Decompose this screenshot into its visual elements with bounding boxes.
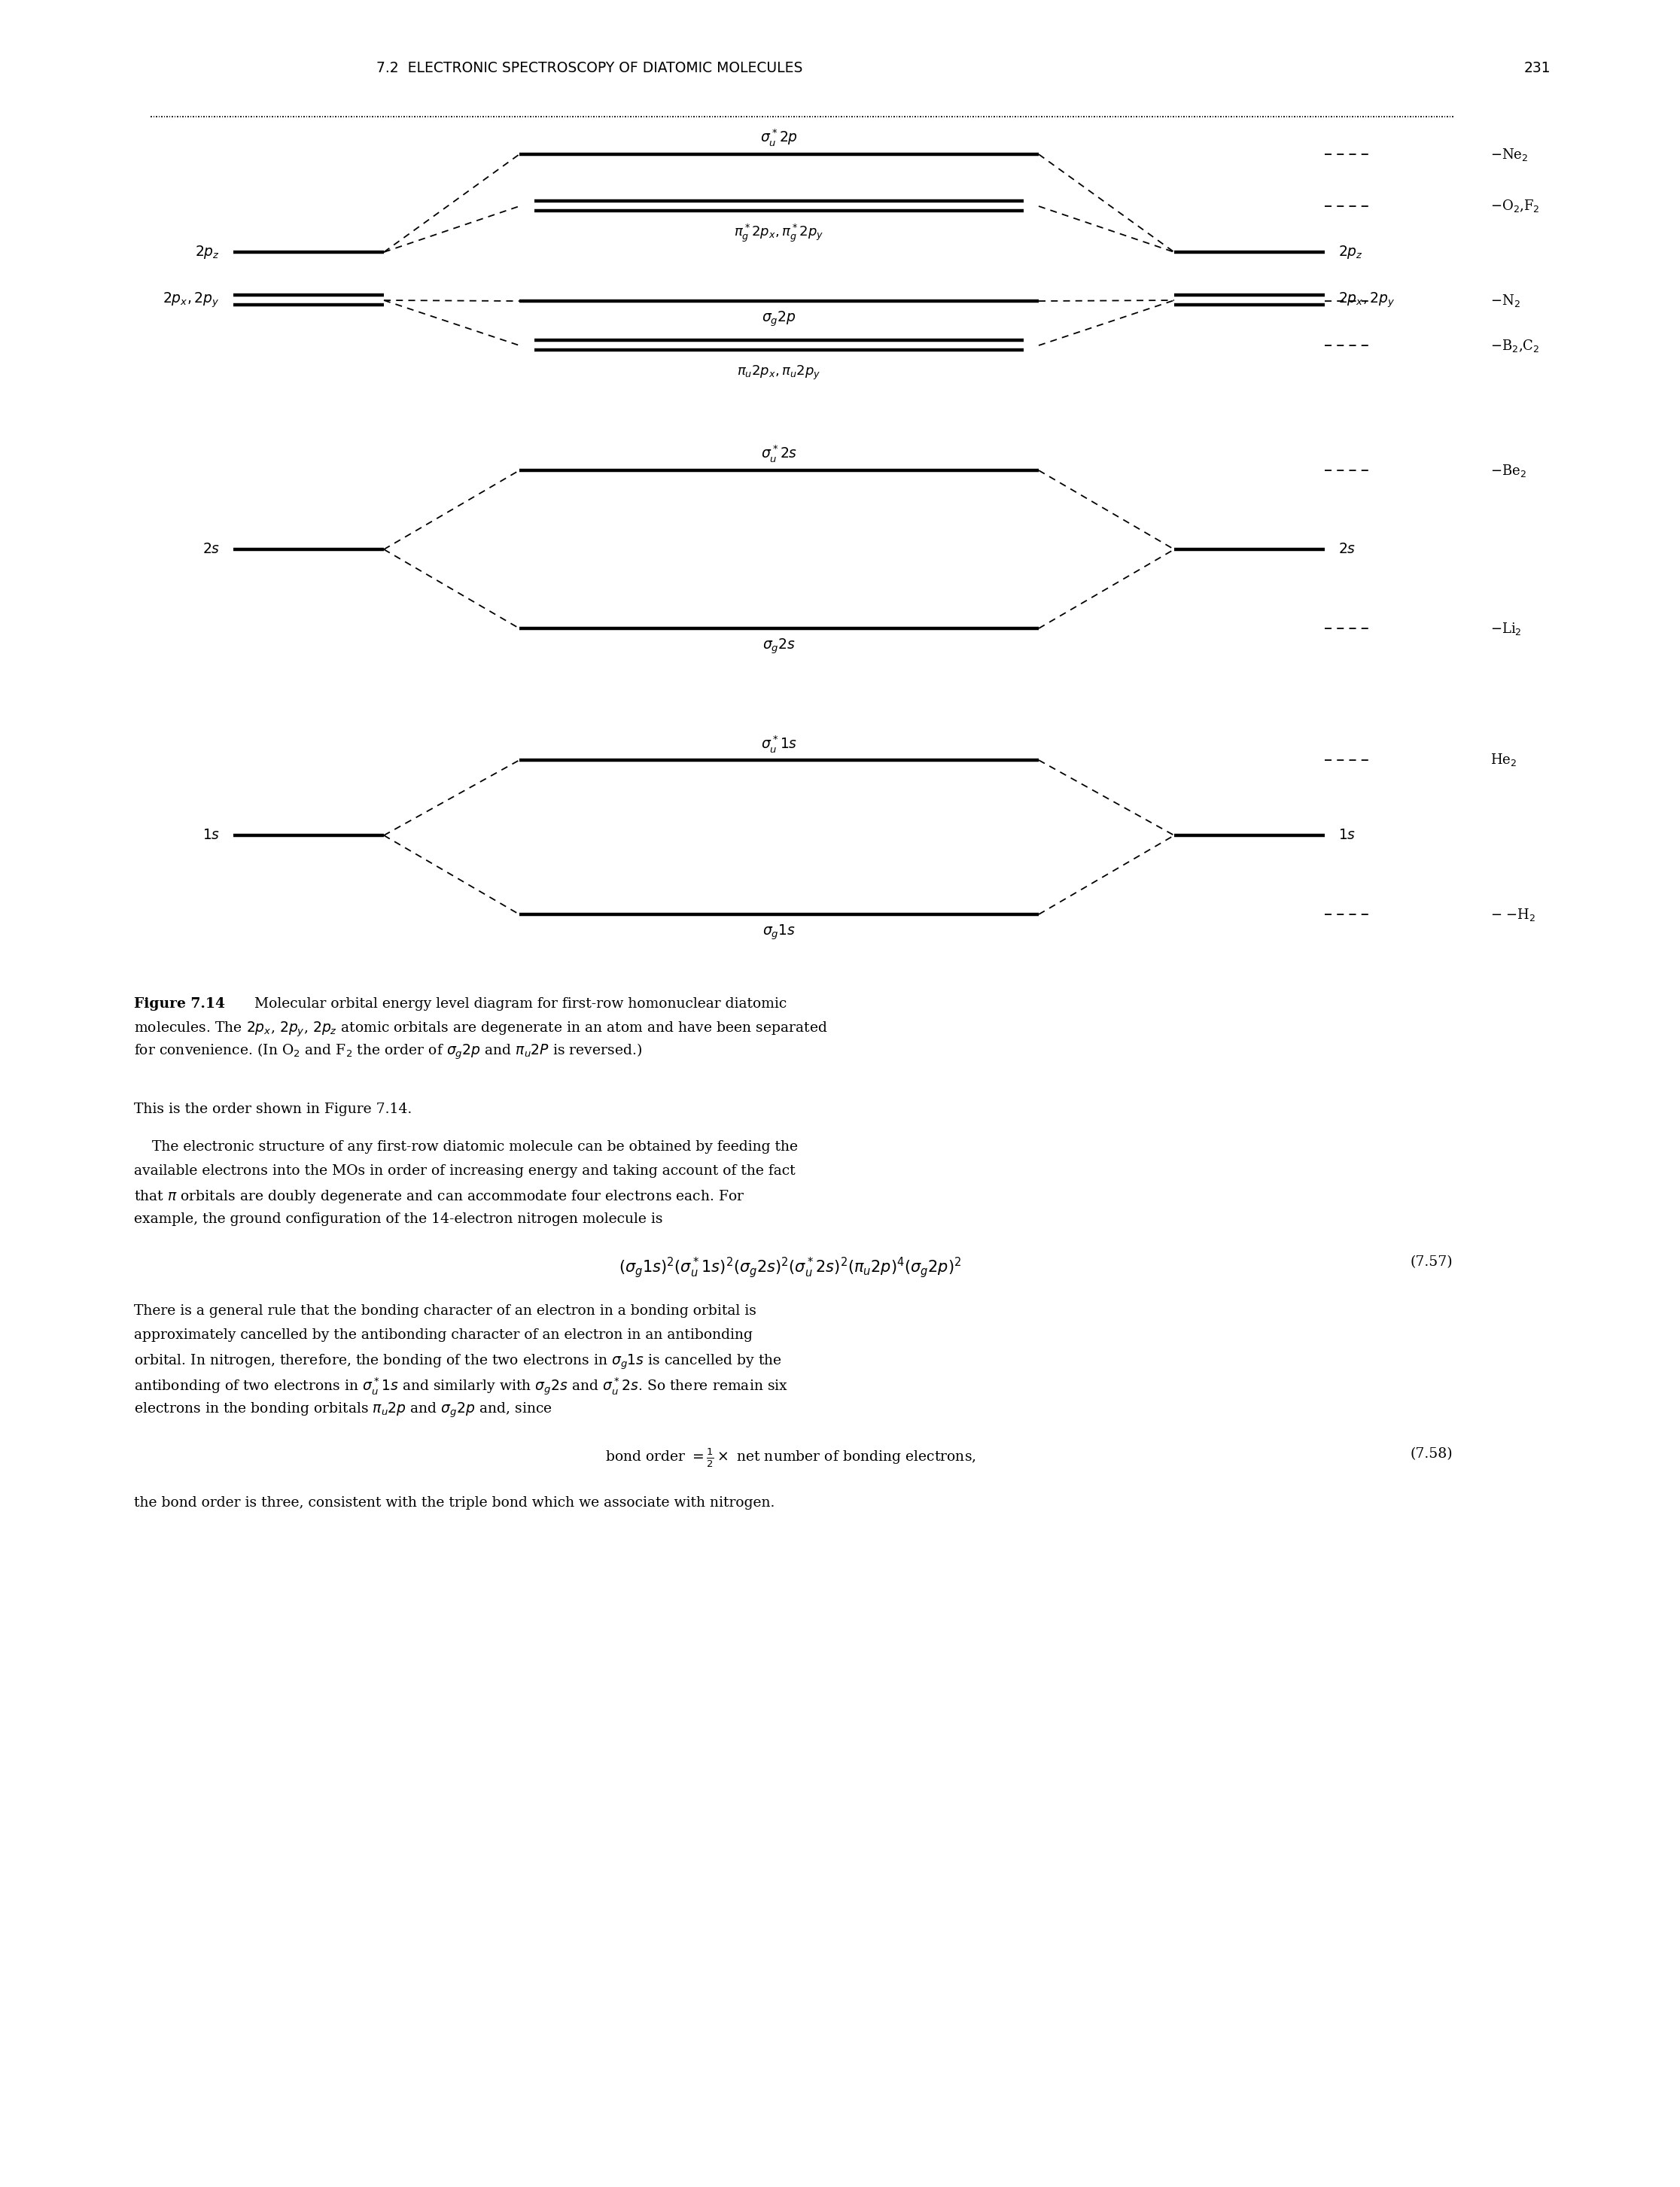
- Text: Figure 7.14: Figure 7.14: [134, 997, 225, 1010]
- Text: $-$Ne$_2$: $-$Ne$_2$: [1490, 147, 1529, 162]
- Text: $2p_x,2p_y$: $2p_x,2p_y$: [163, 291, 220, 311]
- Text: $-$N$_2$: $-$N$_2$: [1490, 293, 1520, 308]
- Text: the bond order is three, consistent with the triple bond which we associate with: the bond order is three, consistent with…: [134, 1496, 774, 1509]
- Text: There is a general rule that the bonding character of an electron in a bonding o: There is a general rule that the bonding…: [134, 1303, 756, 1319]
- Text: $-$ $-$H$_2$: $-$ $-$H$_2$: [1490, 905, 1536, 923]
- Text: electrons in the bonding orbitals $\pi_u 2p$ and $\sigma_g 2p$ and, since: electrons in the bonding orbitals $\pi_u…: [134, 1400, 553, 1419]
- Text: antibonding of two electrons in $\sigma_u^*1s$ and similarly with $\sigma_g 2s$ : antibonding of two electrons in $\sigma_…: [134, 1376, 788, 1397]
- Text: molecules. The $2p_x$, $2p_y$, $2p_z$ atomic orbitals are degenerate in an atom : molecules. The $2p_x$, $2p_y$, $2p_z$ at…: [134, 1019, 828, 1039]
- Text: $1s$: $1s$: [202, 829, 220, 842]
- Text: $2p_z$: $2p_z$: [1339, 243, 1362, 260]
- Text: for convenience. (In O$_2$ and F$_2$ the order of $\sigma_g 2p$ and $\pi_u 2P$ i: for convenience. (In O$_2$ and F$_2$ the…: [134, 1043, 642, 1061]
- Text: 231: 231: [1524, 61, 1551, 74]
- Text: $2p_z$: $2p_z$: [195, 243, 220, 260]
- Text: (7.57): (7.57): [1410, 1255, 1453, 1268]
- Text: approximately cancelled by the antibonding character of an electron in an antibo: approximately cancelled by the antibondi…: [134, 1328, 753, 1343]
- Text: bond order $= \frac{1}{2} \times$ net number of bonding electrons,: bond order $= \frac{1}{2} \times$ net nu…: [605, 1448, 976, 1470]
- Text: $2p_x,2p_y$: $2p_x,2p_y$: [1339, 291, 1394, 311]
- Text: available electrons into the MOs in order of increasing energy and taking accoun: available electrons into the MOs in orde…: [134, 1163, 795, 1179]
- Text: orbital. In nitrogen, therefore, the bonding of the two electrons in $\sigma_g 1: orbital. In nitrogen, therefore, the bon…: [134, 1352, 781, 1371]
- Text: $\sigma_g 1s$: $\sigma_g 1s$: [763, 923, 796, 943]
- Text: $\sigma_u^*2p$: $\sigma_u^*2p$: [761, 127, 798, 149]
- Text: example, the ground configuration of the 14-electron nitrogen molecule is: example, the ground configuration of the…: [134, 1212, 662, 1227]
- Text: He$_2$: He$_2$: [1490, 752, 1517, 768]
- Text: $\pi_u 2p_x,\pi_u 2p_y$: $\pi_u 2p_x,\pi_u 2p_y$: [738, 363, 822, 381]
- Text: $-$B$_2$,C$_2$: $-$B$_2$,C$_2$: [1490, 337, 1539, 354]
- Text: $-$O$_2$,F$_2$: $-$O$_2$,F$_2$: [1490, 199, 1541, 214]
- Text: $1s$: $1s$: [1339, 829, 1356, 842]
- Text: $\sigma_u^*2s$: $\sigma_u^*2s$: [761, 444, 798, 464]
- Text: (7.58): (7.58): [1410, 1448, 1453, 1461]
- Text: This is the order shown in Figure 7.14.: This is the order shown in Figure 7.14.: [134, 1102, 412, 1115]
- Text: The electronic structure of any first-row diatomic molecule can be obtained by f: The electronic structure of any first-ro…: [134, 1139, 798, 1155]
- Text: $2s$: $2s$: [202, 542, 220, 555]
- Text: Molecular orbital energy level diagram for first-row homonuclear diatomic: Molecular orbital energy level diagram f…: [245, 997, 786, 1010]
- Text: $\sigma_g 2p$: $\sigma_g 2p$: [761, 311, 796, 328]
- Text: $-$Be$_2$: $-$Be$_2$: [1490, 461, 1527, 479]
- Text: $\sigma_g 2s$: $\sigma_g 2s$: [763, 636, 796, 656]
- Text: $-$Li$_2$: $-$Li$_2$: [1490, 621, 1522, 636]
- Text: that $\pi$ orbitals are doubly degenerate and can accommodate four electrons eac: that $\pi$ orbitals are doubly degenerat…: [134, 1188, 744, 1205]
- Text: 7.2  ELECTRONIC SPECTROSCOPY OF DIATOMIC MOLECULES: 7.2 ELECTRONIC SPECTROSCOPY OF DIATOMIC …: [376, 61, 803, 74]
- Text: $(\sigma_g 1s)^2(\sigma_u^*1s)^2(\sigma_g 2s)^2(\sigma_u^*2s)^2(\pi_u 2p)^4(\sig: $(\sigma_g 1s)^2(\sigma_u^*1s)^2(\sigma_…: [618, 1255, 961, 1279]
- Text: $2s$: $2s$: [1339, 542, 1356, 555]
- Text: $\pi_g^*2p_x,\pi_g^*2p_y$: $\pi_g^*2p_x,\pi_g^*2p_y$: [734, 223, 823, 245]
- Text: $\sigma_u^*1s$: $\sigma_u^*1s$: [761, 733, 798, 755]
